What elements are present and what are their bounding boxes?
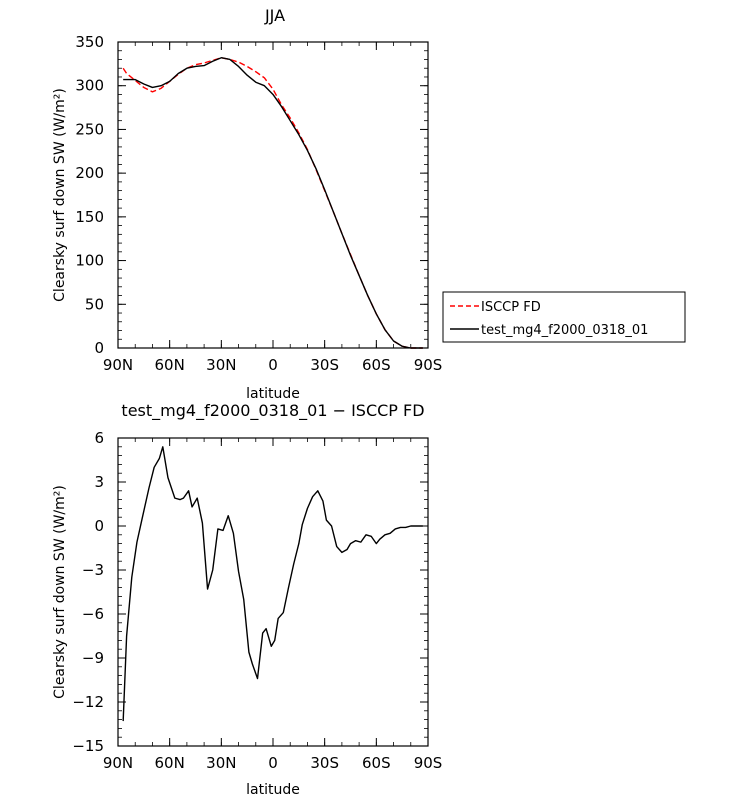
legend-label-isccp: ISCCP FD — [481, 300, 541, 315]
axis-ticks: 90N 60N 30N 0 30S 60S 90S 6 3 0 −3 −6 −9 −12 −15 — [72, 429, 442, 772]
y-tick-label: 0 — [94, 339, 104, 357]
series-lines — [122, 57, 423, 349]
chart-title: JJA — [264, 6, 285, 25]
plot-frame — [117, 41, 429, 349]
x-tick-label: 30S — [310, 356, 339, 374]
y-tick-label: 350 — [75, 33, 104, 51]
x-tick-label: 60N — [155, 754, 185, 772]
x-tick-label: 30S — [310, 754, 339, 772]
x-tick-label: 30N — [206, 356, 236, 374]
y-tick-label: 150 — [75, 208, 104, 226]
y-tick-label: 300 — [75, 77, 104, 95]
x-tick-label: 60S — [362, 356, 391, 374]
bottom-chart: test_mg4_f2000_0318_01 − ISCCP FD 90N 60N… — [52, 401, 442, 798]
minor-ticks — [117, 437, 429, 747]
series-line-0 — [122, 446, 423, 722]
y-tick-label: 0 — [94, 517, 104, 535]
y-tick-label: 100 — [75, 252, 104, 270]
series-line-1 — [123, 57, 423, 349]
x-tick-label: 30N — [206, 754, 236, 772]
y-tick-label: −3 — [82, 561, 104, 579]
x-tick-label: 90N — [103, 754, 133, 772]
y-tick-label: 6 — [94, 429, 104, 447]
legend-label-model: test_mg4_f2000_0318_01 — [481, 323, 648, 338]
x-tick-label: 90S — [414, 754, 443, 772]
y-tick-label: −9 — [82, 649, 104, 667]
x-tick-label: 60N — [155, 356, 185, 374]
y-axis-title: Clearsky surf down SW (W/m²) — [52, 485, 68, 699]
series-line-0 — [122, 57, 423, 349]
chart-title: test_mg4_f2000_0318_01 − ISCCP FD — [121, 401, 424, 421]
x-tick-label: 60S — [362, 754, 391, 772]
legend: ISCCP FD test_mg4_f2000_0318_01 — [442, 291, 686, 343]
y-tick-label: −12 — [72, 693, 104, 711]
y-tick-label: 200 — [75, 164, 104, 182]
y-axis-title: Clearsky surf down SW (W/m²) — [52, 88, 68, 302]
x-axis-title: latitude — [246, 782, 300, 798]
x-tick-label: 0 — [268, 754, 278, 772]
minor-ticks — [117, 41, 429, 349]
x-tick-label: 90S — [414, 356, 443, 374]
x-axis-title: latitude — [246, 386, 300, 402]
y-tick-label: −15 — [72, 737, 104, 755]
series-lines — [122, 446, 423, 722]
y-tick-label: 50 — [85, 295, 104, 313]
plot-frame — [117, 437, 429, 747]
y-tick-label: 3 — [94, 473, 104, 491]
y-tick-label: 250 — [75, 120, 104, 138]
x-tick-label: 90N — [103, 356, 133, 374]
axis-ticks: 90N 60N 30N 0 30S 60S 90S 0 50 100 150 200 250 300 350 — [75, 33, 442, 374]
y-tick-label: −6 — [82, 605, 104, 623]
x-tick-label: 0 — [268, 356, 278, 374]
legend-box — [442, 291, 686, 343]
top-chart: JJA 90N 60N 30N 0 30S 60S 90S 0 50 100 150 200 250 30… — [52, 6, 686, 402]
